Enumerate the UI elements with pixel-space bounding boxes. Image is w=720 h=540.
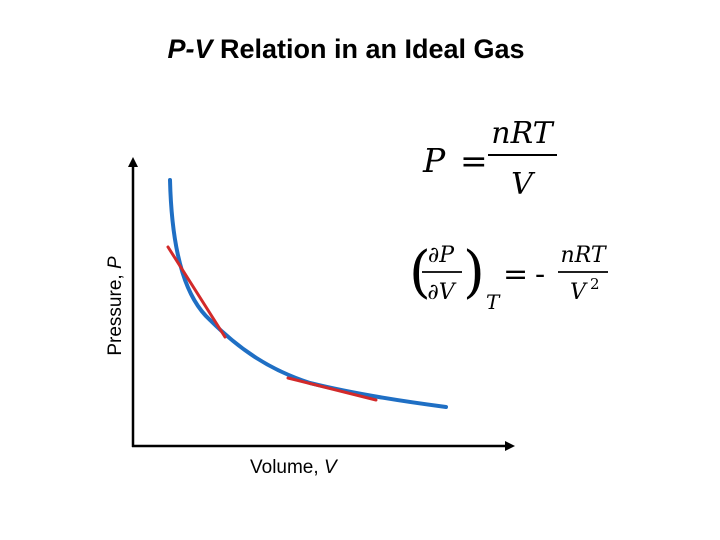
eq1-lhs: P: [422, 141, 446, 180]
isotherm-curve: [168, 178, 448, 409]
eq2-left-paren: (: [409, 240, 431, 305]
derivative-equation: ( ∂P ∂V ) T = - nRT V 2: [409, 240, 608, 314]
steep-tangent-line: [166, 245, 227, 339]
eq2-equals: =: [503, 257, 528, 292]
eq1-numerator: nRT: [491, 116, 554, 151]
ideal-gas-equation: P = nRT V: [422, 116, 557, 202]
x-axis-label-var: V: [323, 457, 337, 478]
eq1-equals: =: [460, 141, 488, 180]
eq2-subscript: T: [486, 290, 501, 314]
eq2-right-paren: ): [463, 240, 485, 305]
title-variable: P-V: [167, 34, 213, 64]
eq2-minus: -: [535, 257, 545, 292]
x-axis-label: Volume, V: [250, 457, 337, 479]
eq2-exponent: 2: [590, 275, 600, 293]
eq1-denominator: V: [511, 167, 536, 202]
title-rest: Relation in an Ideal Gas: [212, 34, 525, 64]
eq2-numerator: nRT: [560, 243, 607, 268]
eq2-denominator: V: [570, 280, 588, 305]
eq2-partial-p: ∂P: [428, 243, 455, 268]
x-axis-label-text: Volume,: [250, 457, 324, 478]
shallow-tangent-line: [286, 376, 378, 402]
eq2-partial-v: ∂V: [427, 280, 456, 305]
page-title: P-V Relation in an Ideal Gas: [0, 34, 692, 65]
